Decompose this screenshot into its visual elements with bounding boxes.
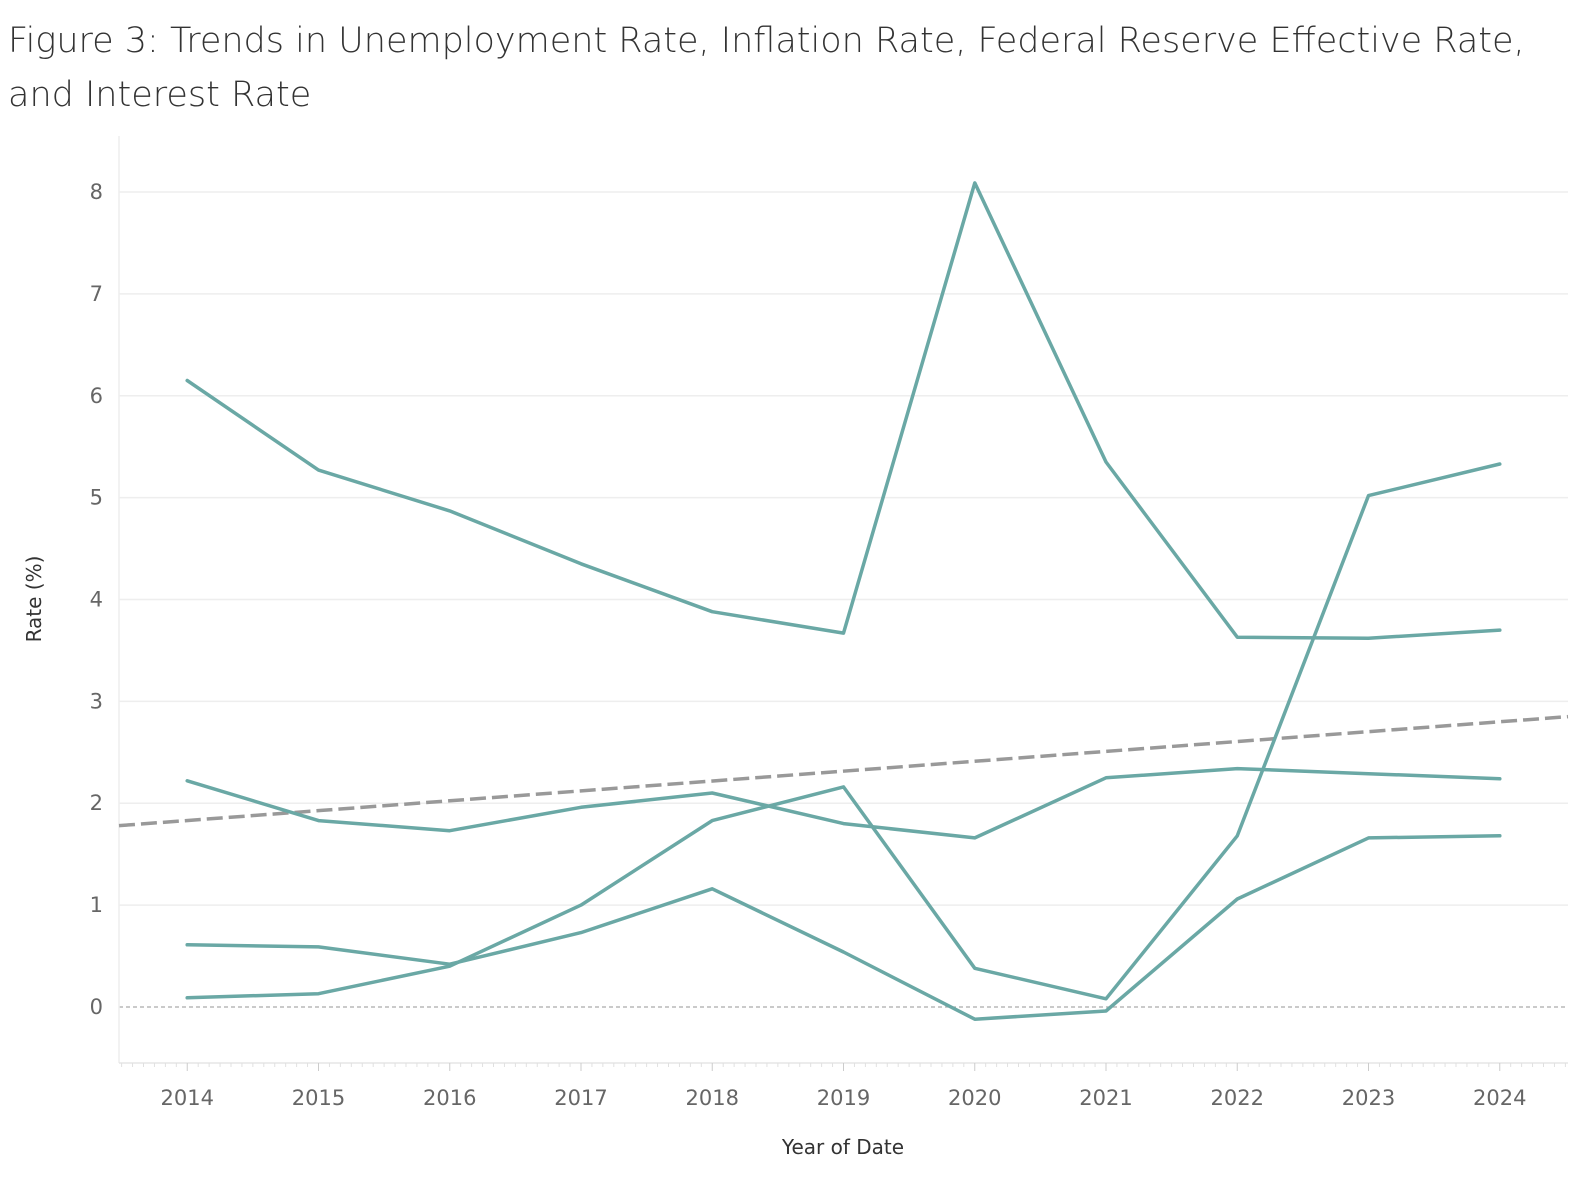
chart-title: Figure 3: Trends in Unemployment Rate, I… <box>8 21 1525 115</box>
y-tick-label-1: 1 <box>90 893 103 917</box>
y-tick-label-6: 6 <box>90 384 103 408</box>
x-tick-label-2023: 2023 <box>1342 1086 1395 1110</box>
y-tick-label-7: 7 <box>90 282 103 306</box>
y-axis-title: Rate (%) <box>22 556 46 643</box>
y-tick-label-8: 8 <box>90 180 103 204</box>
x-tick-label-2024: 2024 <box>1473 1086 1526 1110</box>
series-line-2 <box>185 766 1502 840</box>
trend-layer <box>118 714 1569 828</box>
x-axis-title: Year of Date <box>781 1135 904 1159</box>
tick-labels: 0 1 2 3 4 5 6 7 8 2014 2015 2016 2017 2018 2019 2020 202… <box>90 180 1527 1110</box>
series-line-4 <box>185 834 1502 1021</box>
x-tick-label-2021: 2021 <box>1079 1086 1132 1110</box>
trend-line <box>118 714 1569 828</box>
gridlines <box>119 191 1568 1008</box>
y-tick-label-5: 5 <box>90 486 103 510</box>
x-tick-label-2018: 2018 <box>686 1086 739 1110</box>
series-layer <box>185 181 1502 1021</box>
axes <box>118 136 1568 1071</box>
x-tick-label-2017: 2017 <box>554 1086 607 1110</box>
x-tick-label-2020: 2020 <box>948 1086 1001 1110</box>
series-line-3 <box>185 462 1502 1001</box>
x-tick-label-2016: 2016 <box>423 1086 476 1110</box>
x-tick-label-2019: 2019 <box>817 1086 870 1110</box>
x-tick-label-2015: 2015 <box>292 1086 345 1110</box>
y-tick-label-2: 2 <box>90 791 103 815</box>
y-tick-label-4: 4 <box>90 588 103 612</box>
x-tick-label-2022: 2022 <box>1211 1086 1264 1110</box>
x-tick-label-2014: 2014 <box>161 1086 214 1110</box>
series-line-1 <box>185 181 1502 640</box>
y-tick-label-3: 3 <box>90 689 103 713</box>
y-tick-label-0: 0 <box>90 995 103 1019</box>
